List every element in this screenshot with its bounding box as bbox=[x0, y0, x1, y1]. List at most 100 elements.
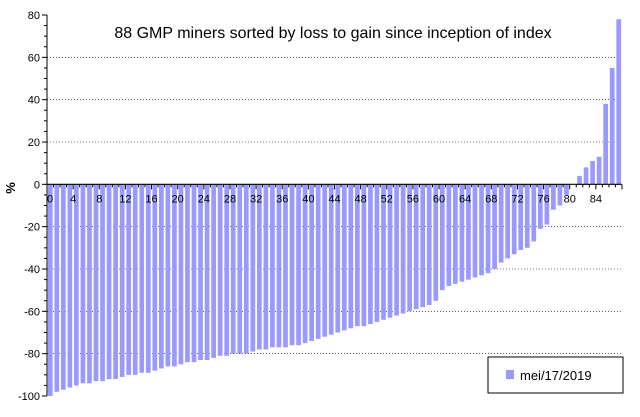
legend-label: mei/17/2019 bbox=[520, 368, 592, 383]
bar bbox=[230, 184, 236, 354]
bar bbox=[217, 184, 223, 356]
bar bbox=[583, 167, 589, 185]
bar bbox=[531, 184, 537, 242]
x-tick-label: 32 bbox=[250, 193, 262, 205]
bar bbox=[564, 184, 569, 195]
bar bbox=[315, 184, 321, 339]
bar bbox=[132, 184, 138, 375]
x-tick-label: 60 bbox=[433, 193, 445, 205]
x-tick-label: 16 bbox=[145, 193, 157, 205]
bar bbox=[368, 184, 373, 325]
bar bbox=[263, 184, 269, 350]
bar bbox=[158, 184, 164, 369]
y-tick-label: 0 bbox=[34, 179, 40, 191]
bar bbox=[237, 184, 243, 354]
bar bbox=[596, 156, 602, 185]
axes bbox=[42, 14, 623, 397]
bar bbox=[322, 184, 328, 337]
bar bbox=[511, 184, 517, 255]
x-tick-label: 52 bbox=[381, 193, 393, 205]
x-tick-labels: 0 4 8 12 16 20 24 28 32 36 40 44 48 52 56 60 64 68 72 76 80 8… bbox=[47, 193, 602, 205]
bar bbox=[557, 184, 563, 206]
bar bbox=[328, 184, 334, 335]
bar bbox=[67, 184, 73, 388]
x-tick-label: 68 bbox=[485, 193, 497, 205]
bar bbox=[80, 184, 86, 384]
bar bbox=[355, 184, 360, 327]
bar bbox=[296, 184, 301, 346]
legend-swatch bbox=[506, 370, 514, 379]
x-tick-label: 20 bbox=[172, 193, 184, 205]
bar bbox=[139, 184, 145, 373]
bar bbox=[211, 184, 216, 358]
bar bbox=[603, 103, 609, 185]
bar bbox=[87, 184, 92, 384]
x-tick-label: 40 bbox=[302, 193, 314, 205]
y-tick-label: -100 bbox=[18, 391, 40, 403]
legend: mei/17/2019 bbox=[487, 356, 624, 394]
bar bbox=[413, 184, 419, 310]
bar bbox=[341, 184, 347, 331]
bar bbox=[165, 184, 171, 367]
bar bbox=[243, 184, 249, 354]
bar bbox=[551, 184, 556, 210]
bar bbox=[420, 184, 426, 308]
y-tick-label: 60 bbox=[28, 52, 40, 64]
bar bbox=[74, 184, 79, 386]
y-tick-label: -80 bbox=[24, 349, 40, 361]
bars bbox=[47, 19, 622, 396]
bar bbox=[394, 184, 399, 316]
bar bbox=[453, 184, 458, 284]
bar bbox=[505, 184, 511, 259]
x-tick-label: 48 bbox=[355, 193, 367, 205]
y-tick-labels: 80 60 40 20 0 -20 -40 -60 -80 -100 bbox=[18, 10, 40, 403]
x-tick-label: 28 bbox=[224, 193, 236, 205]
bar bbox=[616, 19, 622, 185]
x-tick-label: 8 bbox=[96, 193, 102, 205]
bar bbox=[47, 184, 53, 396]
bar bbox=[302, 184, 308, 344]
bar bbox=[577, 175, 582, 185]
bar bbox=[224, 184, 230, 356]
bar bbox=[126, 184, 132, 375]
bar bbox=[93, 184, 99, 382]
bar bbox=[191, 184, 197, 363]
bar bbox=[426, 184, 432, 305]
y-tick-label: 20 bbox=[28, 137, 40, 149]
bar bbox=[204, 184, 210, 361]
bar bbox=[433, 184, 439, 301]
y-tick-label: -40 bbox=[24, 264, 40, 276]
y-tick-label: -20 bbox=[24, 222, 40, 234]
bar bbox=[348, 184, 354, 329]
bar bbox=[479, 184, 484, 276]
bar bbox=[54, 184, 60, 392]
bar bbox=[518, 184, 524, 250]
x-tick-label: 44 bbox=[328, 193, 340, 205]
y-tick-label: 80 bbox=[28, 10, 40, 22]
bar bbox=[257, 184, 262, 350]
bar bbox=[446, 184, 452, 286]
bar bbox=[407, 184, 412, 312]
x-tick-label: 80 bbox=[564, 193, 576, 205]
x-tick-label: 4 bbox=[70, 193, 76, 205]
x-tick-label: 24 bbox=[198, 193, 210, 205]
bar bbox=[178, 184, 184, 365]
x-tick-label: 12 bbox=[119, 193, 131, 205]
bar bbox=[106, 184, 112, 380]
bar bbox=[485, 184, 491, 274]
x-tick-label: 76 bbox=[537, 193, 549, 205]
bar bbox=[472, 184, 478, 278]
y-tick-label: 40 bbox=[28, 95, 40, 107]
bar bbox=[185, 184, 190, 363]
bar bbox=[198, 184, 203, 361]
x-tick-label: 36 bbox=[276, 193, 288, 205]
bar bbox=[270, 184, 275, 348]
x-tick-label: 72 bbox=[511, 193, 523, 205]
y-tick-label: -60 bbox=[24, 306, 40, 318]
bar bbox=[250, 184, 256, 352]
bar bbox=[283, 184, 288, 348]
bar bbox=[537, 184, 543, 229]
bar bbox=[100, 184, 105, 382]
bar bbox=[381, 184, 386, 320]
